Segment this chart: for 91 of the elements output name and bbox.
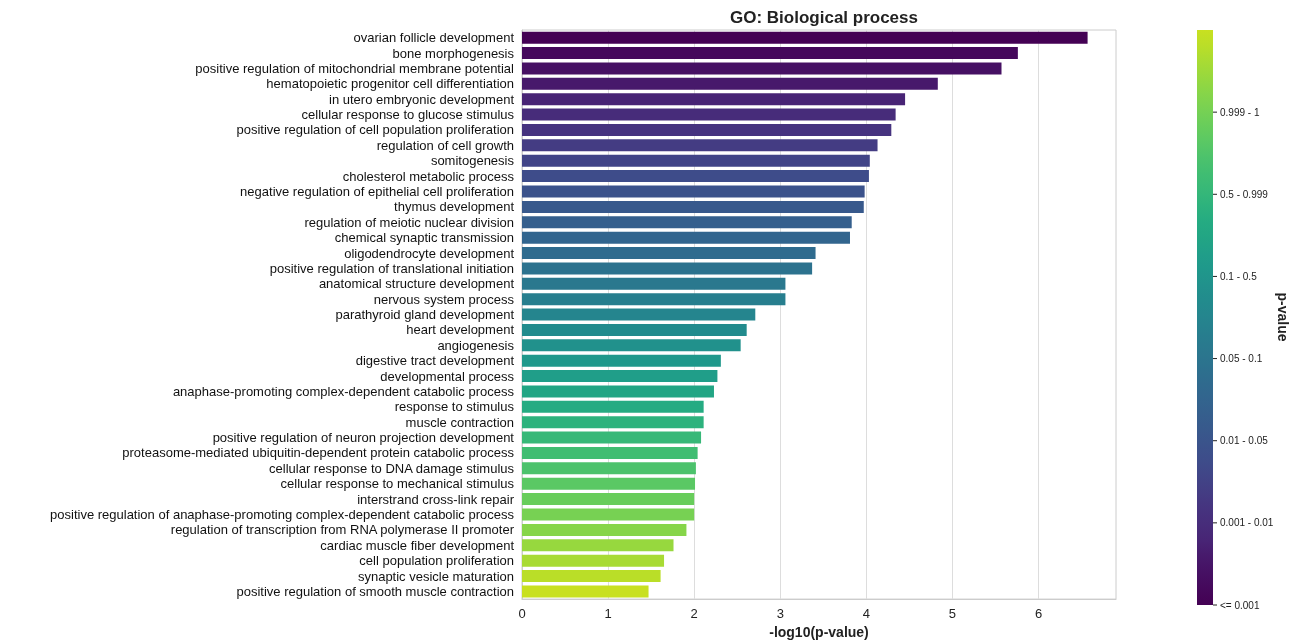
y-tick-label: negative regulation of epithelial cell proliferation	[240, 184, 514, 199]
color-bar-label: 0.1 - 0.5	[1220, 270, 1258, 282]
bar	[522, 216, 852, 229]
y-tick-label: regulation of cell growth	[376, 137, 514, 153]
y-tick-label: positive regulation of anaphase-promoting complex-dependent catabolic process	[50, 507, 515, 522]
bar	[522, 77, 938, 90]
bar	[522, 385, 714, 398]
y-tick-label: nervous system process	[373, 291, 515, 307]
bar	[522, 262, 813, 275]
y-tick-label: developmental process	[380, 368, 515, 384]
bar	[522, 323, 747, 336]
bar	[522, 47, 1018, 60]
y-tick-label: chemical synaptic transmission	[334, 230, 514, 246]
y-tick-label: anatomical structure development	[318, 276, 515, 292]
bar	[522, 508, 695, 521]
y-tick-label: ovarian follicle development	[353, 30, 515, 46]
bar	[522, 554, 665, 567]
y-tick-label: heart development	[406, 322, 515, 338]
color-bar-label: 0.01 - 0.05	[1220, 435, 1269, 447]
bar	[522, 339, 741, 352]
y-tick-label: positive regulation of smooth muscle contraction	[236, 583, 514, 599]
y-tick-label: oligodendrocyte development	[344, 245, 515, 261]
bar	[522, 400, 704, 413]
color-bar-label: <= 0.001	[1220, 599, 1260, 611]
bar	[522, 539, 674, 552]
bar	[522, 431, 702, 444]
y-tick-label: positive regulation of mitochondrial membrane potential	[195, 60, 515, 76]
y-tick-label: proteasome-mediated ubiquitin-dependent protein catabolic process	[122, 445, 515, 461]
x-tick-label: 5	[948, 606, 957, 622]
y-tick-label: response to stimulus	[394, 399, 515, 415]
y-tick-label: in utero embryonic development	[329, 91, 515, 107]
chart-title: GO: Biological process	[730, 8, 918, 27]
y-tick-label: somitogenesis	[430, 153, 515, 169]
y-tick-label: cholesterol metabolic process	[342, 168, 515, 184]
color-bar-label: 0.05 - 0.1	[1220, 353, 1263, 365]
bar	[522, 493, 695, 506]
bar	[522, 185, 865, 198]
y-tick-label: angiogenesis	[437, 337, 515, 353]
color-bar-label: 0.999 - 1	[1220, 106, 1260, 118]
bar	[522, 277, 786, 290]
bar	[522, 370, 718, 383]
bar	[522, 231, 850, 244]
y-tick-label: cellular response to DNA damage stimulus	[269, 460, 515, 476]
bar	[522, 354, 721, 367]
x-tick-label: 6	[1034, 606, 1043, 622]
y-tick-label: hematopoietic progenitor cell differentiation	[266, 76, 514, 92]
y-tick-label: digestive tract development	[355, 353, 515, 369]
y-tick-label: anaphase-promoting complex-dependent catabolic process	[172, 383, 515, 399]
bar	[522, 200, 864, 213]
y-tick-label: positive regulation of neuron projection development	[212, 430, 515, 446]
bar	[522, 570, 661, 583]
y-tick-label: cardiac muscle fiber development	[320, 537, 515, 553]
bar	[522, 247, 816, 260]
x-axis-title: -log10(p-value)	[769, 624, 869, 640]
color-bar-label: 0.001 - 0.01	[1220, 517, 1274, 529]
x-tick-label: 0	[518, 606, 526, 622]
bar	[522, 62, 1002, 75]
x-tick-label: 3	[776, 606, 784, 622]
bar	[522, 308, 756, 321]
y-tick-label: regulation of transcription from RNA polymerase II promoter	[170, 522, 515, 538]
bar	[522, 477, 696, 490]
bar	[522, 31, 1088, 44]
bar	[522, 170, 869, 183]
bar	[522, 123, 892, 136]
y-tick-label: cellular response to glucose stimulus	[301, 107, 515, 123]
y-tick-label: positive regulation of translational initiation	[269, 260, 514, 276]
y-tick-label: muscle contraction	[405, 414, 514, 430]
bar	[522, 108, 896, 121]
bar	[522, 139, 878, 152]
y-tick-label: cellular response to mechanical stimulus	[280, 476, 515, 492]
y-tick-label: regulation of meiotic nuclear division	[304, 214, 514, 230]
y-tick-label: positive regulation of cell population proliferation	[236, 122, 514, 138]
color-bar-title: p-value	[1275, 292, 1291, 342]
y-tick-label: interstrand cross-link repair	[357, 491, 515, 507]
bar	[522, 462, 696, 475]
y-tick-label: thymus development	[394, 199, 515, 215]
bar	[522, 154, 870, 167]
y-tick-label: synaptic vesicle maturation	[357, 568, 514, 584]
color-bar-label: 0.5 - 0.999	[1220, 188, 1269, 200]
bar	[522, 416, 704, 429]
x-tick-label: 2	[690, 606, 698, 622]
y-tick-label: cell population proliferation	[359, 553, 514, 569]
bar	[522, 446, 698, 459]
bar	[522, 293, 786, 306]
bar	[522, 93, 906, 106]
y-tick-label: parathyroid gland development	[335, 307, 515, 323]
x-tick-label: 4	[862, 606, 870, 622]
y-tick-label: bone morphogenesis	[392, 45, 515, 61]
bar	[522, 523, 687, 536]
x-tick-label: 1	[604, 606, 612, 622]
bar	[522, 585, 649, 598]
